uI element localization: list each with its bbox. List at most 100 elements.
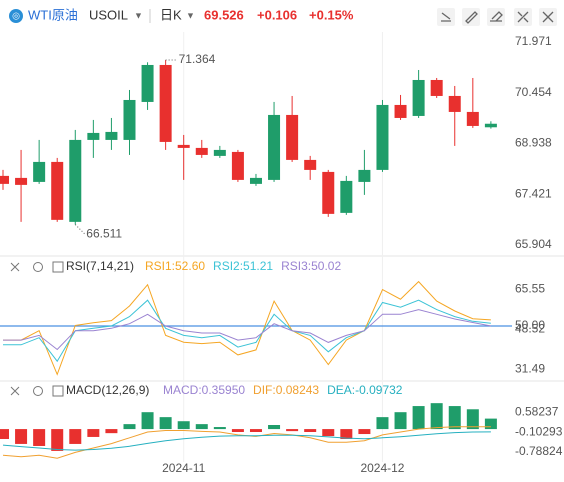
symbol-icon	[9, 9, 23, 23]
draw-icon	[441, 12, 451, 22]
draw-button[interactable]	[437, 8, 455, 26]
candle-body	[0, 175, 9, 184]
candle-body	[322, 171, 335, 214]
select-icon[interactable]	[52, 261, 64, 273]
edit-icon	[465, 11, 478, 24]
candle-body	[340, 180, 353, 213]
candle-body	[33, 161, 46, 182]
candle-body	[430, 79, 443, 96]
macd-bar	[484, 418, 497, 430]
macd-bar	[141, 412, 154, 430]
candle-body	[268, 114, 281, 180]
toolbar	[437, 8, 557, 26]
macd-bar	[322, 429, 335, 437]
candle-body	[159, 64, 172, 142]
macd-bar	[33, 429, 46, 446]
macd-bar	[69, 429, 82, 444]
candle-body	[249, 177, 262, 184]
candle-body	[105, 131, 118, 140]
macd-title: MACD(12,26,9)	[66, 383, 149, 397]
rsi-line	[3, 309, 491, 351]
symbol-dropdown[interactable]: ▼	[134, 10, 143, 20]
candle-body	[231, 151, 244, 180]
macd-line	[2, 431, 491, 451]
candle-body	[213, 149, 226, 156]
symbol-icon-glyph: ◎	[12, 10, 20, 20]
macd-bar	[87, 429, 100, 437]
candle-body	[466, 111, 479, 126]
y-tick-label: 65.55	[515, 282, 545, 296]
candle-body	[286, 114, 299, 160]
x-tick-label: 2024-12	[360, 461, 404, 475]
macd-bar	[231, 429, 244, 432]
macd-bar	[213, 427, 226, 430]
macd-bar	[159, 417, 172, 430]
low-label: 66.511	[86, 227, 122, 241]
candle-body	[51, 161, 64, 220]
macd-bar	[51, 429, 64, 451]
candle-body	[412, 79, 425, 116]
select-icon[interactable]	[52, 385, 64, 397]
rsi-line	[3, 299, 491, 363]
macd-bar	[177, 421, 190, 430]
period-dropdown[interactable]: ▼	[186, 10, 195, 20]
y-tick-label: 50.00	[515, 318, 545, 332]
y-tick-label: 31.49	[515, 362, 545, 376]
legend-entry: RSI1:52.60	[145, 259, 205, 273]
y-tick-label: -0.10293	[515, 424, 563, 438]
rsi-title: RSI(7,14,21)	[66, 259, 134, 273]
macd-bar	[195, 424, 208, 430]
candle-body	[376, 104, 389, 170]
erase-button[interactable]	[487, 8, 505, 26]
macd-bar	[358, 429, 371, 435]
instrument-symbol: USOIL	[89, 7, 128, 22]
legend-entry: RSI2:51.21	[213, 259, 273, 273]
rsi-line	[3, 280, 491, 376]
close-icon	[542, 11, 554, 23]
macd-controls	[10, 385, 64, 397]
high-label: 71.364	[179, 52, 216, 66]
candle-body	[484, 123, 497, 128]
macd-bar	[268, 425, 281, 430]
macd-bar	[430, 403, 443, 430]
price: 69.526	[204, 7, 244, 22]
hide-icon[interactable]	[10, 386, 20, 396]
instrument-name[interactable]: WTI原油	[28, 7, 78, 22]
legend-entry: RSI3:50.02	[281, 259, 341, 273]
candle-body	[304, 159, 317, 170]
legend-entry: DIF:0.08243	[253, 383, 319, 397]
period[interactable]: 日K	[160, 7, 182, 22]
edit-button[interactable]	[462, 8, 480, 26]
y-tick-label: 68.938	[515, 136, 552, 150]
candle-body	[87, 132, 100, 140]
settings-icon[interactable]	[33, 262, 43, 272]
macd-bar	[376, 417, 389, 430]
y-tick-label: 67.421	[515, 186, 552, 200]
macd-bar	[286, 429, 299, 432]
macd-bar	[15, 429, 28, 444]
change-percent: +0.15%	[309, 7, 354, 22]
legend-entry: MACD:0.35950	[163, 383, 245, 397]
macd-bar	[340, 429, 353, 439]
settings-icon[interactable]	[33, 386, 43, 396]
candle-body	[448, 95, 461, 112]
y-tick-label: 65.904	[515, 237, 552, 251]
macd-bar	[304, 429, 317, 432]
candle-body	[195, 147, 208, 155]
macd-bar	[105, 429, 118, 434]
candle-body	[177, 144, 190, 148]
candle-body	[358, 169, 371, 182]
hide-icon[interactable]	[10, 262, 20, 272]
candle-body	[69, 139, 82, 222]
legend-entry: DEA:-0.09732	[327, 383, 403, 397]
y-tick-label: 70.454	[515, 85, 552, 99]
candle-body	[15, 177, 28, 185]
rsi-controls	[10, 261, 64, 273]
candle-body	[394, 104, 407, 118]
erase-icon	[490, 11, 503, 22]
macd-bar	[123, 424, 136, 430]
candle-body	[141, 64, 154, 102]
fullscreen-icon	[517, 11, 529, 23]
